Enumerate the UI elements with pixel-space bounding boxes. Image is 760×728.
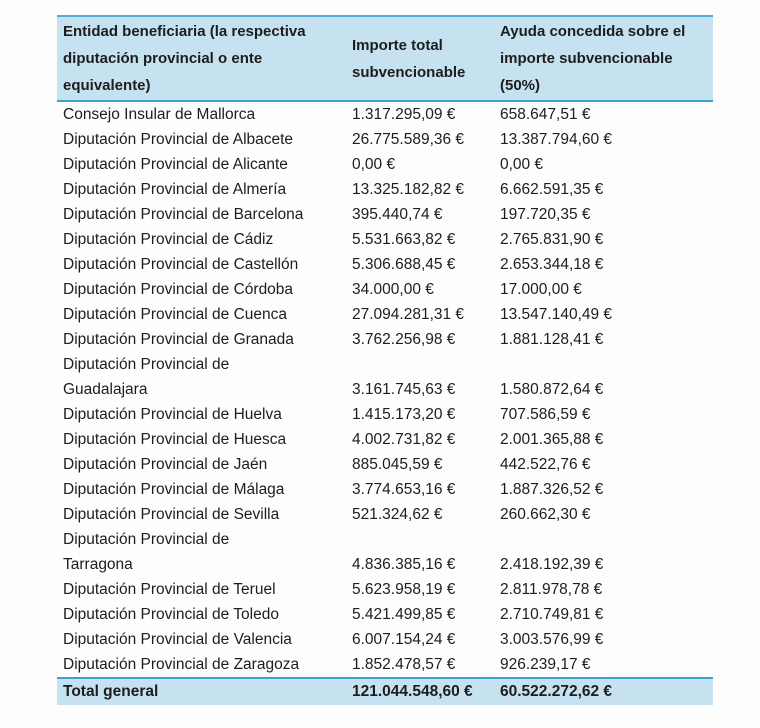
table-row: Diputación Provincial de Huesca 4.002.731… [57,427,713,452]
importe-cell: 5.623.958,19 € [352,581,456,598]
total-label: Total general [57,677,352,705]
table-row: Diputación Provincial de Castellón 5.306.… [57,252,713,277]
importe-cell: 1.415.173,20 € [352,406,456,423]
ayuda-cell: 1.881.128,41 € [500,331,604,348]
ayuda-cell: 2.811.978,78 € [500,581,603,598]
importe-cell: 26.775.589,36 € [352,131,465,148]
ayuda-cell: 2.653.344,18 € [500,256,604,273]
entity-cell: Diputación Provincial de Huelva [63,406,282,423]
importe-cell: 5.421.499,85 € [352,606,456,623]
importe-cell: 4.836.385,16 € [352,556,456,573]
entity-cell: Diputación Provincial de Almería [63,181,287,198]
entity-cell: Diputación Provincial de Toledo [63,606,279,623]
entity-cell: Diputación Provincial de Jaén [63,456,268,473]
table-row: Diputación Provincial de Valencia 6.007.1… [57,627,713,652]
importe-cell: 3.161.745,63 € [352,381,456,398]
table-row: Diputación Provincial de Barcelona 395.44… [57,202,713,227]
entity-cell: Diputación Provincial de Castellón [63,256,299,273]
importe-cell: 5.306.688,45 € [352,256,456,273]
entity-cell: Diputación Provincial de Huesca [63,431,287,448]
importe-cell: 27.094.281,31 € [352,306,465,323]
ayuda-cell: 1.580.872,64 € [500,381,604,398]
ayuda-cell: 2.418.192,39 € [500,556,604,573]
total-row: Total general 121.044.548,60 € 60.522.27… [57,677,713,705]
entity-cell: Diputación Provincial de Valencia [63,631,292,648]
table-row: Diputación Provincial de Málaga 3.774.653… [57,477,713,502]
entity-cell: Diputación Provincial de Barcelona [63,206,304,223]
importe-cell: 395.440,74 € [352,206,443,223]
importe-cell: 521.324,62 € [352,506,443,523]
entity-cell: Diputación Provincial de Alicante [63,156,288,173]
total-ayuda-value: 60.522.272,62 € [500,677,713,705]
importe-cell: 3.762.256,98 € [352,331,456,348]
total-importe-value: 121.044.548,60 € [352,677,500,705]
entity-cell: Diputación Provincial de Córdoba [63,281,294,298]
ayuda-cell: 6.662.591,35 € [500,181,604,198]
importe-cell: 885.045,59 € [352,456,443,473]
ayuda-cell: 13.387.794,60 € [500,131,613,148]
entity-cell: Consejo Insular de Mallorca [63,106,256,123]
importe-cell: 5.531.663,82 € [352,231,456,248]
table-footer: Total general 121.044.548,60 € 60.522.27… [57,677,713,705]
ayuda-cell: 3.003.576,99 € [500,631,604,648]
ayuda-cell: 707.586,59 € [500,406,591,423]
entity-cell: Diputación Provincial de Cuenca [63,306,288,323]
importe-cell: 0,00 € [352,156,396,173]
ayuda-cell: 926.239,17 € [500,656,591,673]
importe-cell: 3.774.653,16 € [352,481,456,498]
table-row: Diputación Provincial de Cádiz 5.531.663,… [57,227,713,252]
importe-cell: 1.852.478,57 € [352,656,456,673]
importe-cell: 13.325.182,82 € [352,181,465,198]
table-row: Diputación Provincial de Albacete 26.775.… [57,127,713,152]
column-header-entity: Entidad beneficiaria (la respectiva dipu… [57,15,352,102]
table-row: Diputación Provincial de Guadalajara 3.16… [57,352,713,402]
ayuda-cell: 442.522,76 € [500,456,591,473]
table-row: Diputación Provincial de Almería 13.325.1… [57,177,713,202]
table-row: Diputación Provincial de Sevilla 521.324,… [57,502,713,527]
entity-cell: Diputación Provincial de Cádiz [63,231,274,248]
entity-cell: Diputación Provincial de Tarragona [63,531,230,573]
entity-cell: Diputación Provincial de Málaga [63,481,285,498]
ayuda-cell: 1.887.326,52 € [500,481,604,498]
table-row: Diputación Provincial de Cuenca 27.094.28… [57,302,713,327]
ayuda-cell: 2.710.749,81 € [500,606,604,623]
entity-cell: Diputación Provincial de Granada [63,331,294,348]
importe-cell: 6.007.154,24 € [352,631,456,648]
column-header-ayuda: Ayuda concedida sobre el importe subvenc… [500,15,713,102]
table-row: Diputación Provincial de Granada 3.762.25… [57,327,713,352]
table-row: Diputación Provincial de Tarragona 4.836.… [57,527,713,577]
ayuda-cell: 2.765.831,90 € [500,231,604,248]
entity-cell: Diputación Provincial de Guadalajara [63,356,230,398]
ayuda-cell: 2.001.365,88 € [500,431,604,448]
ayuda-cell: 0,00 € [500,156,544,173]
ayuda-cell: 13.547.140,49 € [500,306,613,323]
table-row: Consejo Insular de Mallorca 1.317.295,09 … [57,101,713,127]
table-row: Diputación Provincial de Jaén 885.045,59 … [57,452,713,477]
ayuda-cell: 658.647,51 € [500,106,591,123]
table-header: Entidad beneficiaria (la respectiva dipu… [57,15,713,102]
table-row: Diputación Provincial de Córdoba 34.000,0… [57,277,713,302]
importe-cell: 4.002.731,82 € [352,431,456,448]
header-row: Entidad beneficiaria (la respectiva dipu… [57,15,713,102]
importe-cell: 34.000,00 € [352,281,434,298]
ayuda-cell: 260.662,30 € [500,506,591,523]
entity-cell: Diputación Provincial de Teruel [63,581,276,598]
table-row: Diputación Provincial de Alicante 0,00 € 0… [57,152,713,177]
table-row: Diputación Provincial de Teruel 5.623.958… [57,577,713,602]
column-header-importe: Importe total subvencionable [352,15,500,102]
entity-cell: Diputación Provincial de Sevilla [63,506,280,523]
table-row: Diputación Provincial de Huelva 1.415.173… [57,402,713,427]
entity-cell: Diputación Provincial de Albacete [63,131,294,148]
ayuda-cell: 197.720,35 € [500,206,591,223]
table-body: Consejo Insular de Mallorca 1.317.295,09 … [57,101,713,678]
subsidy-table: Entidad beneficiaria (la respectiva dipu… [57,15,713,705]
subsidy-table-container: Entidad beneficiaria (la respectiva dipu… [57,15,713,705]
table-row: Diputación Provincial de Zaragoza 1.852.4… [57,652,713,678]
ayuda-cell: 17.000,00 € [500,281,582,298]
entity-cell: Diputación Provincial de Zaragoza [63,656,300,673]
importe-cell: 1.317.295,09 € [352,106,456,123]
table-row: Diputación Provincial de Toledo 5.421.499… [57,602,713,627]
